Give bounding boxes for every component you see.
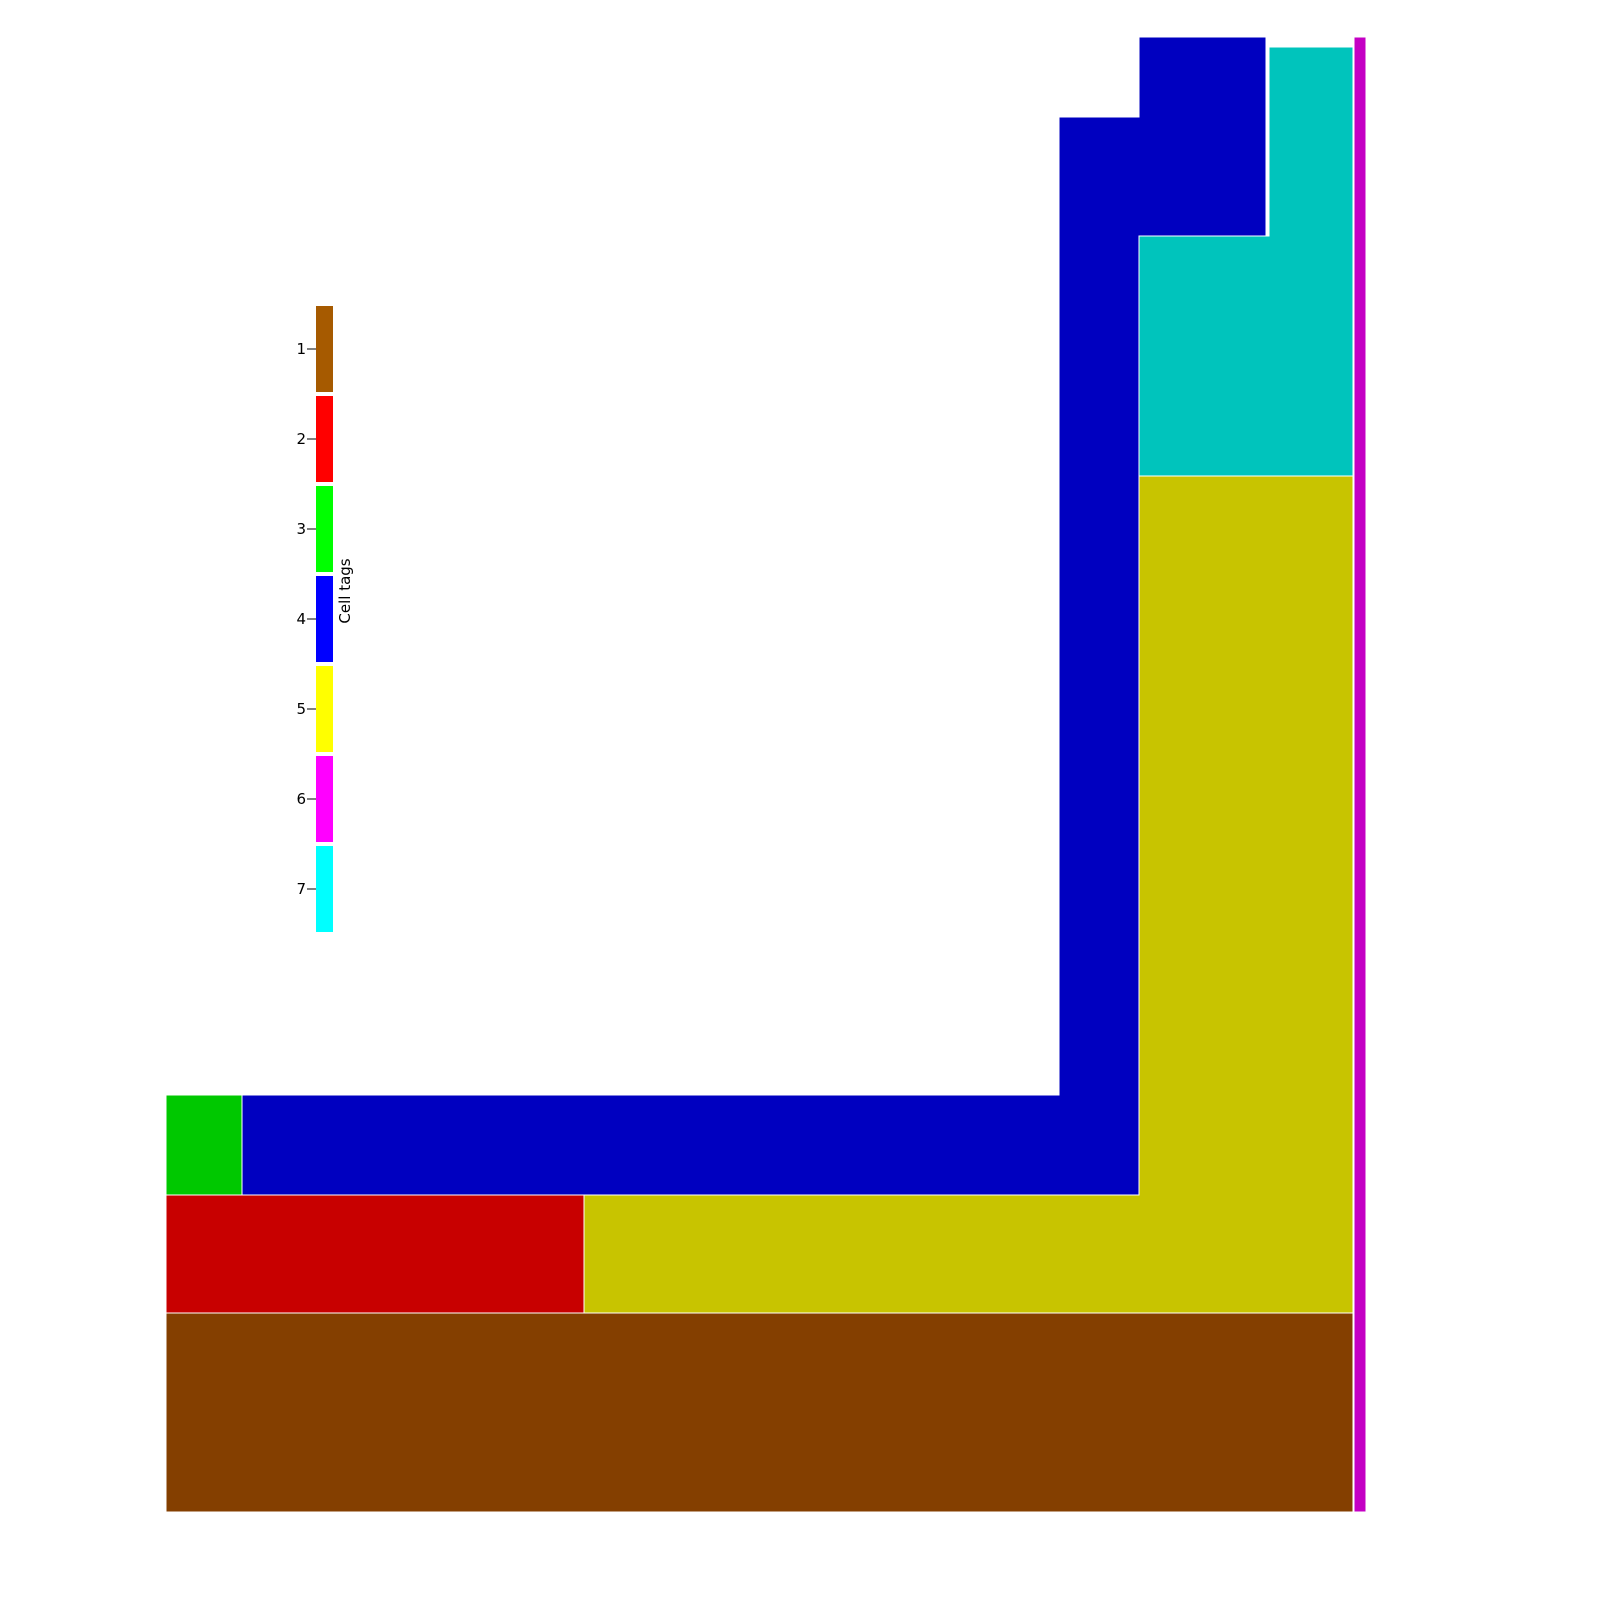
legend-label-7: 7 bbox=[296, 880, 306, 898]
mesh-regions bbox=[165, 36, 1367, 1513]
legend-title: Cell tags bbox=[336, 558, 354, 623]
region-tag-4 bbox=[241, 36, 1267, 1196]
legend-swatch-2 bbox=[316, 396, 333, 482]
region-tag-2 bbox=[165, 1194, 585, 1314]
region-tag-1 bbox=[165, 1312, 1354, 1513]
legend-label-2: 2 bbox=[296, 430, 306, 448]
region-tag-7 bbox=[1138, 46, 1354, 477]
legend-swatch-7 bbox=[316, 846, 333, 932]
legend-swatch-1 bbox=[316, 306, 333, 392]
legend-swatch-5 bbox=[316, 666, 333, 752]
legend-label-6: 6 bbox=[296, 790, 306, 808]
legend-swatch-4 bbox=[316, 576, 333, 662]
legend-swatch-3 bbox=[316, 486, 333, 572]
region-tag-3 bbox=[165, 1094, 243, 1196]
legend-swatch-6 bbox=[316, 756, 333, 842]
legend-label-3: 3 bbox=[296, 520, 306, 538]
legend: 1 2 3 4 5 6 7 Cell tags bbox=[296, 306, 354, 932]
legend-label-1: 1 bbox=[296, 340, 306, 358]
region-tag-6 bbox=[1353, 36, 1367, 1513]
legend-label-4: 4 bbox=[296, 610, 306, 628]
legend-label-5: 5 bbox=[296, 700, 306, 718]
